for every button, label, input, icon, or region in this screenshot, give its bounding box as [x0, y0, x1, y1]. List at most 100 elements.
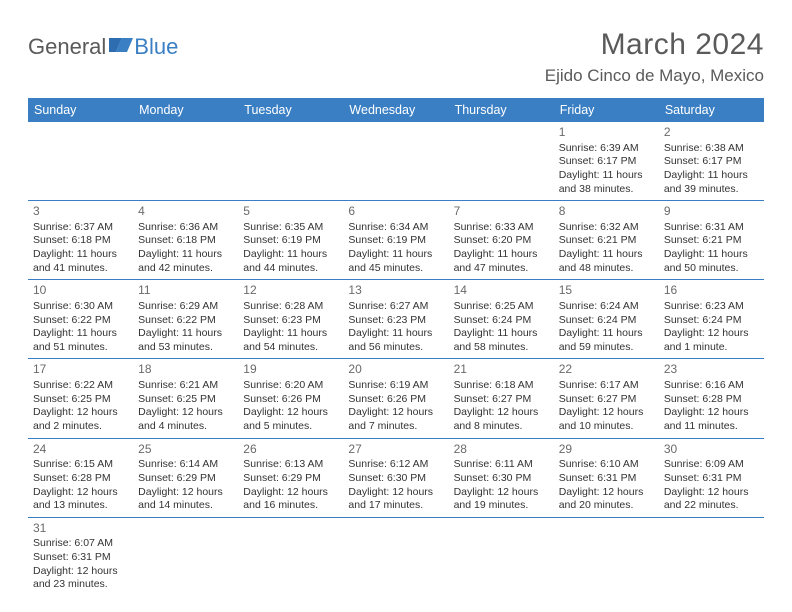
day-info-line: Daylight: 12 hours	[348, 406, 443, 420]
location-text: Ejido Cinco de Mayo, Mexico	[545, 66, 764, 86]
day-info-line: and 44 minutes.	[243, 262, 338, 276]
day-info-line: Daylight: 11 hours	[348, 248, 443, 262]
day-info-line: and 41 minutes.	[33, 262, 128, 276]
day-info-line: and 2 minutes.	[33, 420, 128, 434]
day-info-line: and 23 minutes.	[33, 578, 128, 592]
calendar-cell: 28Sunrise: 6:11 AMSunset: 6:30 PMDayligh…	[449, 438, 554, 517]
day-number: 14	[454, 283, 549, 299]
day-info-line: Sunrise: 6:11 AM	[454, 458, 549, 472]
day-info-line: Sunrise: 6:20 AM	[243, 379, 338, 393]
day-info-line: Daylight: 12 hours	[664, 486, 759, 500]
day-info-line: Sunset: 6:30 PM	[348, 472, 443, 486]
day-info-line: Daylight: 12 hours	[33, 486, 128, 500]
day-info-line: Sunrise: 6:32 AM	[559, 221, 654, 235]
calendar-row: 10Sunrise: 6:30 AMSunset: 6:22 PMDayligh…	[28, 280, 764, 359]
day-info-line: Sunrise: 6:25 AM	[454, 300, 549, 314]
day-info-line: Sunset: 6:21 PM	[559, 234, 654, 248]
day-info-line: and 39 minutes.	[664, 183, 759, 197]
day-info-line: Daylight: 11 hours	[559, 248, 654, 262]
day-number: 1	[559, 125, 654, 141]
day-info-line: and 47 minutes.	[454, 262, 549, 276]
day-info-line: and 38 minutes.	[559, 183, 654, 197]
day-number: 15	[559, 283, 654, 299]
day-info-line: and 50 minutes.	[664, 262, 759, 276]
day-info-line: Sunset: 6:28 PM	[33, 472, 128, 486]
day-info-line: Sunset: 6:27 PM	[454, 393, 549, 407]
calendar-cell: 25Sunrise: 6:14 AMSunset: 6:29 PMDayligh…	[133, 438, 238, 517]
calendar-cell: 11Sunrise: 6:29 AMSunset: 6:22 PMDayligh…	[133, 280, 238, 359]
calendar-cell	[238, 517, 343, 596]
day-info-line: Daylight: 11 hours	[664, 248, 759, 262]
day-info-line: Daylight: 12 hours	[454, 486, 549, 500]
day-info-line: and 10 minutes.	[559, 420, 654, 434]
day-number: 11	[138, 283, 233, 299]
calendar-row: 24Sunrise: 6:15 AMSunset: 6:28 PMDayligh…	[28, 438, 764, 517]
day-number: 27	[348, 442, 443, 458]
day-info-line: Sunset: 6:29 PM	[243, 472, 338, 486]
day-info-line: and 13 minutes.	[33, 499, 128, 513]
day-info-line: Sunset: 6:31 PM	[664, 472, 759, 486]
day-number: 5	[243, 204, 338, 220]
calendar-cell: 18Sunrise: 6:21 AMSunset: 6:25 PMDayligh…	[133, 359, 238, 438]
day-info-line: and 17 minutes.	[348, 499, 443, 513]
day-info-line: Sunrise: 6:38 AM	[664, 142, 759, 156]
day-info-line: Sunset: 6:24 PM	[559, 314, 654, 328]
calendar-cell	[659, 517, 764, 596]
day-info-line: and 5 minutes.	[243, 420, 338, 434]
calendar-cell: 26Sunrise: 6:13 AMSunset: 6:29 PMDayligh…	[238, 438, 343, 517]
logo: General Blue	[28, 28, 178, 60]
day-number: 31	[33, 521, 128, 537]
day-header: Monday	[133, 98, 238, 122]
calendar-cell	[343, 517, 448, 596]
day-header: Tuesday	[238, 98, 343, 122]
day-info-line: Daylight: 12 hours	[348, 486, 443, 500]
day-info-line: Sunset: 6:23 PM	[348, 314, 443, 328]
day-info-line: Sunrise: 6:37 AM	[33, 221, 128, 235]
day-number: 29	[559, 442, 654, 458]
day-info-line: Sunset: 6:30 PM	[454, 472, 549, 486]
calendar-cell: 13Sunrise: 6:27 AMSunset: 6:23 PMDayligh…	[343, 280, 448, 359]
day-info-line: Daylight: 11 hours	[138, 248, 233, 262]
day-header: Wednesday	[343, 98, 448, 122]
day-info-line: Daylight: 12 hours	[559, 406, 654, 420]
calendar-cell	[133, 122, 238, 201]
day-number: 3	[33, 204, 128, 220]
calendar-cell: 4Sunrise: 6:36 AMSunset: 6:18 PMDaylight…	[133, 201, 238, 280]
calendar-cell	[449, 122, 554, 201]
day-info-line: Sunset: 6:26 PM	[348, 393, 443, 407]
day-number: 23	[664, 362, 759, 378]
day-header-row: Sunday Monday Tuesday Wednesday Thursday…	[28, 98, 764, 122]
calendar-cell: 20Sunrise: 6:19 AMSunset: 6:26 PMDayligh…	[343, 359, 448, 438]
day-info-line: Sunset: 6:20 PM	[454, 234, 549, 248]
day-info-line: Sunrise: 6:22 AM	[33, 379, 128, 393]
day-info-line: Daylight: 12 hours	[33, 406, 128, 420]
day-info-line: Sunrise: 6:18 AM	[454, 379, 549, 393]
calendar-cell: 15Sunrise: 6:24 AMSunset: 6:24 PMDayligh…	[554, 280, 659, 359]
calendar-cell: 31Sunrise: 6:07 AMSunset: 6:31 PMDayligh…	[28, 517, 133, 596]
day-info-line: Sunset: 6:26 PM	[243, 393, 338, 407]
day-info-line: and 58 minutes.	[454, 341, 549, 355]
day-info-line: and 51 minutes.	[33, 341, 128, 355]
calendar-cell	[343, 122, 448, 201]
day-info-line: and 45 minutes.	[348, 262, 443, 276]
day-info-line: Sunset: 6:24 PM	[664, 314, 759, 328]
day-info-line: and 20 minutes.	[559, 499, 654, 513]
calendar-cell: 5Sunrise: 6:35 AMSunset: 6:19 PMDaylight…	[238, 201, 343, 280]
day-number: 17	[33, 362, 128, 378]
day-info-line: Sunrise: 6:14 AM	[138, 458, 233, 472]
day-info-line: Sunrise: 6:30 AM	[33, 300, 128, 314]
day-info-line: Daylight: 11 hours	[138, 327, 233, 341]
calendar-cell: 27Sunrise: 6:12 AMSunset: 6:30 PMDayligh…	[343, 438, 448, 517]
day-info-line: Sunrise: 6:10 AM	[559, 458, 654, 472]
day-info-line: Sunset: 6:17 PM	[664, 155, 759, 169]
day-info-line: and 1 minute.	[664, 341, 759, 355]
day-info-line: and 22 minutes.	[664, 499, 759, 513]
day-info-line: Daylight: 11 hours	[243, 248, 338, 262]
day-info-line: Daylight: 12 hours	[454, 406, 549, 420]
day-info-line: Sunrise: 6:34 AM	[348, 221, 443, 235]
day-info-line: and 11 minutes.	[664, 420, 759, 434]
day-info-line: Sunset: 6:24 PM	[454, 314, 549, 328]
calendar-cell: 21Sunrise: 6:18 AMSunset: 6:27 PMDayligh…	[449, 359, 554, 438]
day-info-line: and 16 minutes.	[243, 499, 338, 513]
calendar-cell: 1Sunrise: 6:39 AMSunset: 6:17 PMDaylight…	[554, 122, 659, 201]
